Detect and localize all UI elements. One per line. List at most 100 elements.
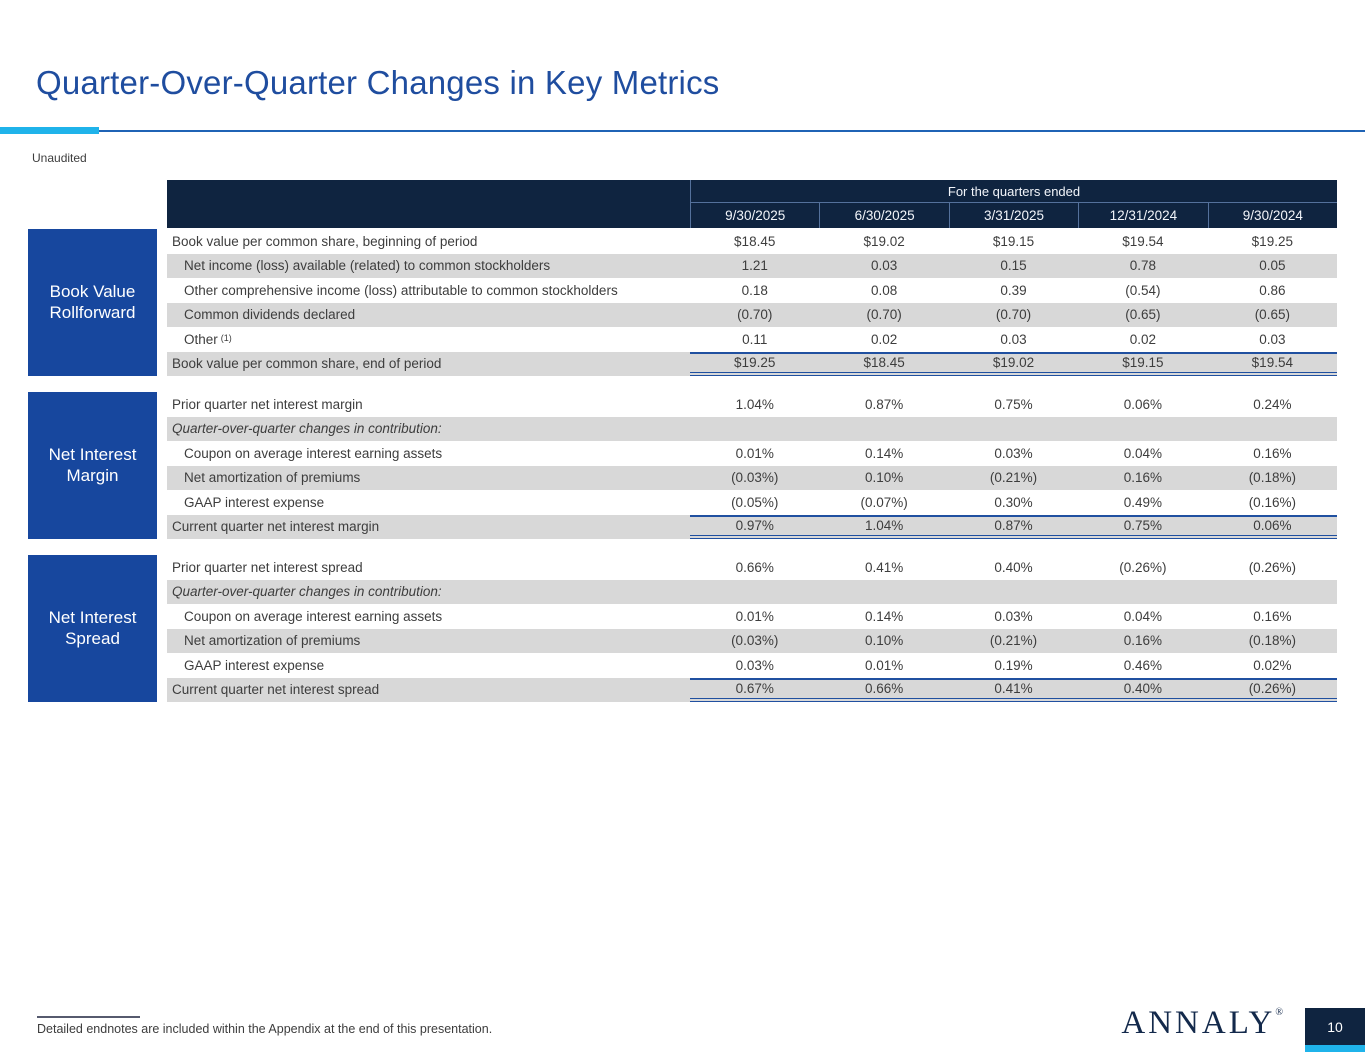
value-cell <box>949 580 1078 605</box>
value-cell: 0.03% <box>994 608 1033 624</box>
value-cell: 0.46% <box>1123 657 1163 673</box>
column-header: 6/30/2025 <box>819 203 948 228</box>
row-label: Coupon on average interest earning asset… <box>167 604 690 629</box>
page-number-accent-bar <box>1305 1045 1365 1052</box>
value-cell: 0.01% <box>864 657 904 673</box>
row-label: Coupon on average interest earning asset… <box>167 441 690 466</box>
value-cell: 0.01% <box>735 445 774 461</box>
row-label: Other comprehensive income (loss) attrib… <box>167 278 690 303</box>
table-row: Net income (loss) available (related) to… <box>167 253 1337 278</box>
row-label-text: Other <box>184 331 218 347</box>
table-sections: Book Value Rollforward Book value per com… <box>28 229 1337 702</box>
value-cell: 0.41% <box>864 559 904 575</box>
row-label-text: Coupon on average interest earning asset… <box>184 608 443 624</box>
section-rows: Prior quarter net interest spread 0.66% 0.… <box>167 555 1337 702</box>
value-cell: (0.70) <box>866 307 902 323</box>
row-label: Current quarter net interest spread <box>167 678 690 703</box>
value-cell: (0.65) <box>1254 307 1290 323</box>
row-label-text: Net amortization of premiums <box>184 633 361 649</box>
quarters-header-band: For the quarters ended <box>167 180 1337 203</box>
value-cell: 0.18 <box>741 282 768 298</box>
value-cell: 0.03 <box>870 258 898 274</box>
value-cell: (0.26%) <box>1248 559 1296 575</box>
table-row: Net amortization of premiums (0.03%) 0.10%… <box>167 628 1337 654</box>
row-label: Other (1) <box>167 327 690 352</box>
value-cell: 0.41% <box>994 681 1033 697</box>
value-cell: (0.21%) <box>989 470 1038 486</box>
value-cell: 0.40% <box>1123 681 1163 697</box>
row-label: Book value per common share, beginning o… <box>167 229 690 254</box>
value-cell: 0.97% <box>735 518 774 534</box>
table-row: GAAP interest expense 0.03% 0.01% 0.19% 0.46… <box>167 653 1337 678</box>
value-cell: 0.03 <box>1259 331 1286 347</box>
row-label-text: Book value per common share, end of peri… <box>172 356 442 372</box>
table-row: Book value per common share, end of peri… <box>167 351 1337 376</box>
section-rows: Prior quarter net interest margin 1.04% 0.… <box>167 392 1337 539</box>
row-values: 0.97% 1.04% 0.87% 0.75% 0.06% <box>690 514 1337 539</box>
row-label-text: Current quarter net interest spread <box>172 682 380 698</box>
value-cell: 0.39 <box>1000 282 1027 298</box>
value-cell: $19.02 <box>992 355 1035 371</box>
value-cell: 0.66% <box>735 559 774 575</box>
row-label-text: Prior quarter net interest margin <box>172 396 363 412</box>
table-row: Net amortization of premiums (0.03%) 0.10%… <box>167 465 1337 490</box>
column-headers-band: 9/30/2025 6/30/2025 3/31/2025 12/31/2024 9/3… <box>167 203 1337 228</box>
row-label: Prior quarter net interest margin <box>167 392 690 417</box>
row-label: GAAP interest expense <box>167 653 690 678</box>
value-cell: 0.10% <box>864 470 904 486</box>
footnote-text: Detailed endnotes are included within th… <box>37 1022 493 1036</box>
value-cell <box>949 417 1078 442</box>
value-cell: $19.15 <box>992 233 1035 249</box>
value-cell: 1.21 <box>741 258 768 274</box>
annaly-logo-text: ANNALY <box>1121 1005 1276 1041</box>
row-label: Quarter-over-quarter changes in contribu… <box>167 417 690 442</box>
quarters-header-label: For the quarters ended <box>690 180 1337 203</box>
section-label-box: Net Interest Margin <box>28 392 157 539</box>
value-cell: 0.14% <box>864 445 904 461</box>
value-cell <box>1078 580 1207 605</box>
value-cell: 0.04% <box>1123 608 1163 624</box>
value-cell: 0.16% <box>1123 470 1163 486</box>
table-header: For the quarters ended 9/30/2025 6/30/202… <box>167 180 1337 228</box>
header-spacer <box>167 180 690 203</box>
row-values: $18.45 $19.02 $19.15 $19.54 $19.25 <box>690 229 1337 254</box>
value-cell: 0.01% <box>735 608 774 624</box>
page-number-box: 10 <box>1305 1008 1365 1045</box>
value-cell: (0.07%) <box>860 494 908 510</box>
row-values: (0.70) (0.70) (0.70) (0.65) (0.65) <box>690 303 1337 328</box>
table-row: Quarter-over-quarter changes in contribu… <box>167 416 1337 442</box>
value-cell: (0.03%) <box>731 470 779 486</box>
column-headers-row: 9/30/2025 6/30/2025 3/31/2025 12/31/2024 9/3… <box>690 203 1337 228</box>
title-underline-rule <box>0 130 1365 132</box>
value-cell: 0.16% <box>1123 633 1163 649</box>
row-label-text: Net amortization of premiums <box>184 470 361 486</box>
table-row: Book value per common share, beginning o… <box>167 229 1337 254</box>
table-row: Prior quarter net interest margin 1.04% 0.… <box>167 392 1337 417</box>
column-header: 12/31/2024 <box>1078 203 1207 228</box>
table-row: GAAP interest expense (0.05%) (0.07%) 0.30%… <box>167 490 1337 515</box>
section-label-box: Book Value Rollforward <box>28 229 157 376</box>
table-row: Other comprehensive income (loss) attrib… <box>167 278 1337 303</box>
value-cell: 0.19% <box>994 657 1033 673</box>
row-label-text: Prior quarter net interest spread <box>172 559 363 575</box>
row-values: (0.03%) 0.10% (0.21%) 0.16% (0.18%) <box>690 629 1337 654</box>
row-label-text: Quarter-over-quarter changes in contribu… <box>172 421 442 437</box>
section-label: Net Interest Margin <box>48 444 137 485</box>
value-cell <box>1208 417 1337 442</box>
row-label: Quarter-over-quarter changes in contribu… <box>167 580 690 605</box>
row-label-text: Current quarter net interest margin <box>172 519 380 535</box>
page-title: Quarter-Over-Quarter Changes in Key Metr… <box>36 64 720 101</box>
value-cell: 0.03% <box>735 657 774 673</box>
table-row: Prior quarter net interest spread 0.66% 0.… <box>167 555 1337 580</box>
value-cell <box>690 580 819 605</box>
table-section: Book Value Rollforward Book value per com… <box>28 229 1337 376</box>
value-cell: 0.06% <box>1253 518 1292 534</box>
row-values: 0.03% 0.01% 0.19% 0.46% 0.02% <box>690 653 1337 678</box>
row-label: Net amortization of premiums <box>167 629 690 654</box>
row-values: $19.25 $18.45 $19.02 $19.15 $19.54 <box>690 351 1337 376</box>
value-cell: 0.16% <box>1253 608 1292 624</box>
value-cell: 0.14% <box>864 608 904 624</box>
value-cell: (0.03%) <box>731 633 779 649</box>
column-header: 9/30/2024 <box>1207 203 1337 228</box>
value-cell <box>819 417 948 442</box>
